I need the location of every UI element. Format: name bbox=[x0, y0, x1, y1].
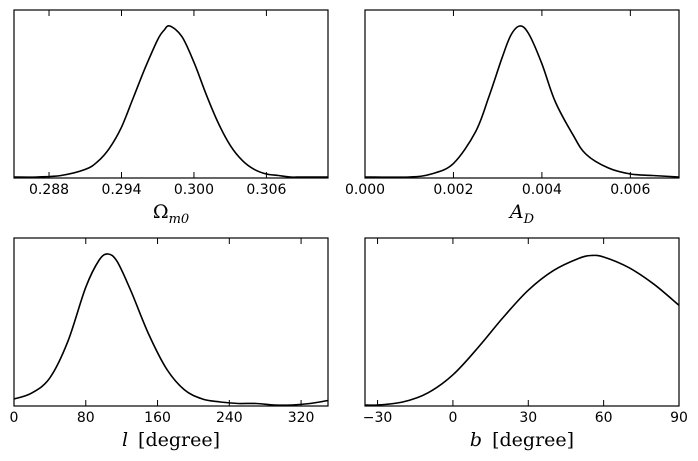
x-tick-label: 60 bbox=[595, 410, 613, 426]
x-tick-label: 0.000 bbox=[345, 182, 385, 198]
posterior-curve bbox=[364, 25, 680, 179]
x-tick-label: 0.294 bbox=[101, 182, 141, 198]
x-ticks: 0.288 0.294 0.300 0.306 bbox=[29, 10, 287, 198]
x-axis-label: l [degree] bbox=[122, 429, 220, 451]
x-tick-label: 0.002 bbox=[433, 182, 473, 198]
panel-omega-m0: 0.288 0.294 0.300 0.306 Ωm0 bbox=[13, 9, 329, 227]
x-tick-label: 0.006 bbox=[610, 182, 650, 198]
x-axis-label: Ωm0 bbox=[153, 201, 189, 227]
x-tick-label: 0.300 bbox=[174, 182, 214, 198]
x-tick-label: 0.004 bbox=[522, 182, 562, 198]
plot-frame bbox=[13, 9, 329, 179]
x-tick-label: 0.306 bbox=[246, 182, 286, 198]
x-tick-label: 30 bbox=[519, 410, 537, 426]
plot-frame bbox=[364, 9, 680, 179]
panel-b: −30 0 30 60 90 b [degree] bbox=[363, 237, 688, 451]
x-tick-label: 240 bbox=[216, 410, 243, 426]
plot-frame bbox=[13, 237, 329, 407]
x-tick-label: −30 bbox=[363, 410, 393, 426]
x-tick-label: 90 bbox=[670, 410, 688, 426]
x-tick-label: 320 bbox=[288, 410, 315, 426]
x-ticks: 0.000 0.002 0.004 0.006 bbox=[345, 10, 650, 198]
panel-l: 0 80 160 240 320 l [degree] bbox=[10, 237, 329, 451]
x-ticks: 0 80 160 240 320 bbox=[10, 238, 315, 426]
x-tick-label: 0 bbox=[10, 410, 19, 426]
x-ticks: −30 0 30 60 90 bbox=[363, 238, 688, 426]
panel-a-d: 0.000 0.002 0.004 0.006 AD bbox=[345, 9, 680, 227]
posterior-curve bbox=[13, 253, 329, 407]
x-tick-label: 0.288 bbox=[29, 182, 69, 198]
x-axis-label: AD bbox=[508, 201, 535, 227]
posterior-curve bbox=[13, 25, 328, 178]
x-tick-label: 80 bbox=[77, 410, 95, 426]
plot-frame bbox=[364, 237, 680, 407]
x-tick-label: 160 bbox=[144, 410, 171, 426]
x-axis-label: b [degree] bbox=[470, 429, 574, 451]
x-tick-label: 0 bbox=[448, 410, 457, 426]
posterior-curve bbox=[364, 254, 680, 407]
